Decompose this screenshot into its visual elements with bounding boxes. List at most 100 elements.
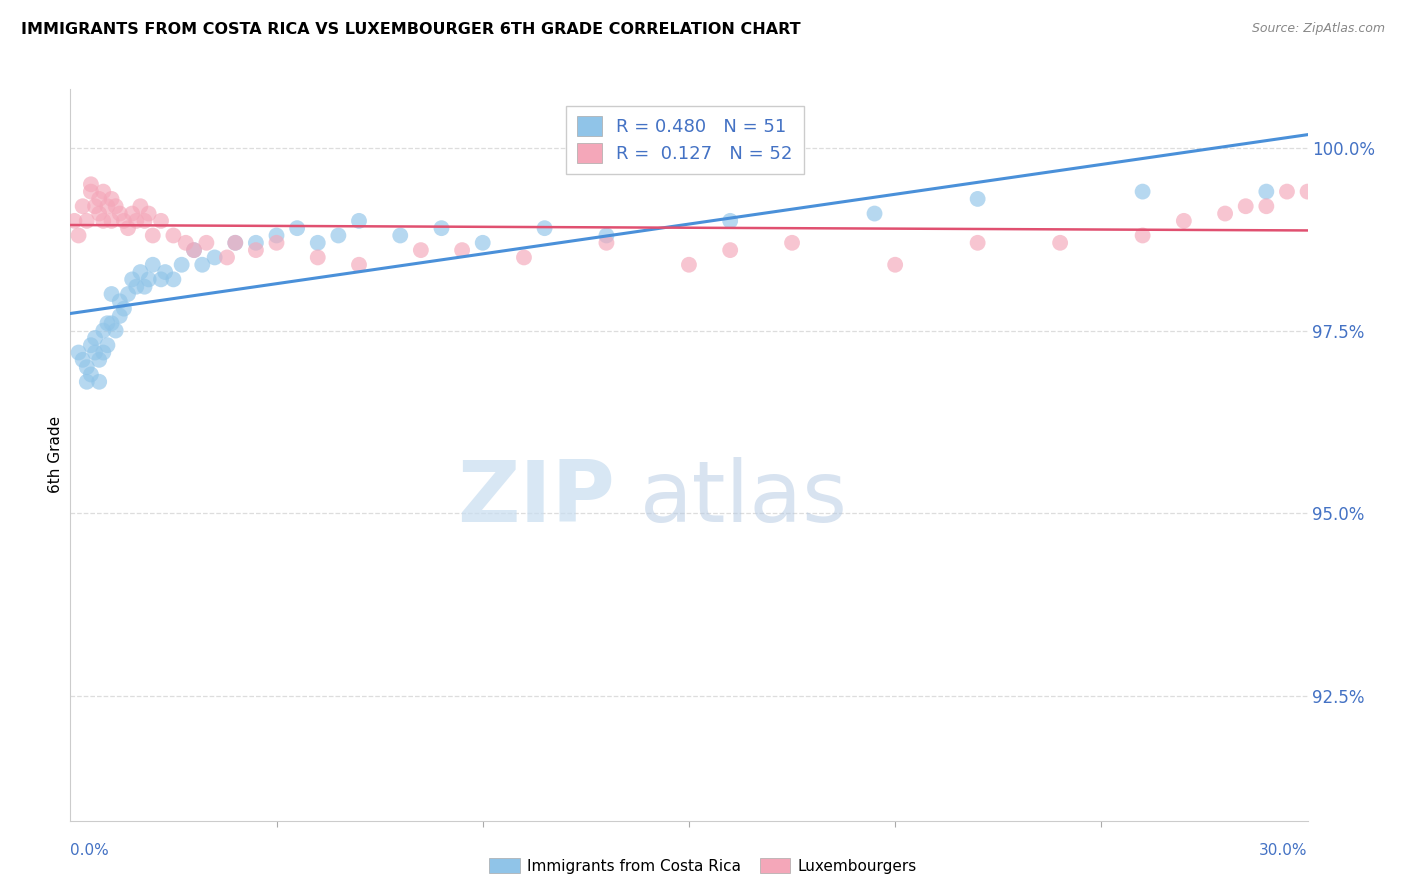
Point (1132, 228, 1154, 243)
Point (104, 324, 127, 338)
Point (183, 243, 205, 257)
Point (91, 185, 114, 199)
Point (84, 199, 107, 213)
Point (266, 235, 288, 250)
Point (125, 279, 148, 293)
Point (80, 368, 103, 382)
Point (104, 199, 127, 213)
Point (80, 178, 103, 192)
Point (89, 192, 111, 206)
Point (108, 294, 131, 309)
Point (142, 258, 165, 272)
Point (307, 235, 329, 250)
Point (138, 206, 160, 220)
Point (1049, 235, 1071, 250)
Text: 0.0%: 0.0% (70, 843, 110, 858)
Point (451, 243, 474, 257)
Point (129, 265, 152, 279)
Point (63, 214, 86, 228)
Y-axis label: 6th Grade: 6th Grade (48, 417, 63, 493)
Point (863, 206, 886, 220)
Point (100, 192, 122, 206)
Point (347, 258, 370, 272)
Point (84, 345, 107, 359)
Point (138, 272, 160, 286)
Point (183, 243, 205, 257)
Point (162, 228, 184, 243)
Point (678, 258, 700, 272)
Point (389, 228, 412, 243)
Point (191, 258, 214, 272)
Point (1256, 185, 1278, 199)
Point (150, 272, 173, 286)
Text: IMMIGRANTS FROM COSTA RICA VS LUXEMBOURGER 6TH GRADE CORRELATION CHART: IMMIGRANTS FROM COSTA RICA VS LUXEMBOURG… (21, 22, 800, 37)
Point (430, 221, 453, 235)
Point (129, 199, 152, 213)
Point (1213, 206, 1236, 220)
Legend: Immigrants from Costa Rica, Luxembourgers: Immigrants from Costa Rica, Luxembourger… (482, 852, 924, 880)
Point (245, 243, 267, 257)
Point (780, 235, 803, 250)
Point (966, 235, 988, 250)
Point (718, 214, 741, 228)
Point (96, 338, 118, 352)
Point (117, 287, 139, 301)
Point (117, 221, 139, 235)
Point (108, 206, 131, 220)
Point (150, 214, 173, 228)
Point (100, 287, 122, 301)
Point (1256, 199, 1278, 213)
Point (67, 228, 90, 243)
Point (80, 338, 103, 352)
Point (89, 352, 111, 367)
Point (471, 235, 494, 250)
Point (328, 228, 350, 243)
Point (409, 243, 432, 257)
Point (595, 228, 617, 243)
Point (153, 265, 176, 279)
Point (134, 279, 156, 293)
Text: Source: ZipAtlas.com: Source: ZipAtlas.com (1251, 22, 1385, 36)
Point (595, 235, 617, 250)
Point (108, 309, 131, 323)
Point (121, 206, 143, 220)
Point (76, 375, 98, 389)
Point (966, 192, 988, 206)
Point (91, 345, 114, 359)
Point (285, 221, 308, 235)
Point (84, 331, 107, 345)
Point (72, 352, 94, 367)
Point (1234, 199, 1257, 213)
Point (100, 316, 122, 330)
Point (215, 251, 238, 265)
Point (266, 228, 288, 243)
Text: atlas: atlas (640, 458, 848, 541)
Point (121, 272, 143, 286)
Point (67, 345, 90, 359)
Point (245, 235, 267, 250)
Point (718, 243, 741, 257)
Point (1173, 214, 1195, 228)
Point (1296, 185, 1319, 199)
Point (1132, 185, 1154, 199)
Point (204, 251, 226, 265)
Text: 30.0%: 30.0% (1260, 843, 1308, 858)
Point (96, 316, 118, 330)
Point (72, 199, 94, 213)
Point (76, 214, 98, 228)
Point (162, 272, 184, 286)
Point (174, 235, 197, 250)
Point (142, 228, 165, 243)
Point (513, 251, 536, 265)
Point (224, 235, 246, 250)
Point (170, 258, 193, 272)
Point (533, 221, 555, 235)
Point (112, 214, 135, 228)
Point (76, 360, 98, 375)
Point (1275, 185, 1298, 199)
Point (307, 251, 329, 265)
Point (134, 214, 156, 228)
Point (884, 258, 907, 272)
Point (89, 375, 111, 389)
Point (100, 214, 122, 228)
